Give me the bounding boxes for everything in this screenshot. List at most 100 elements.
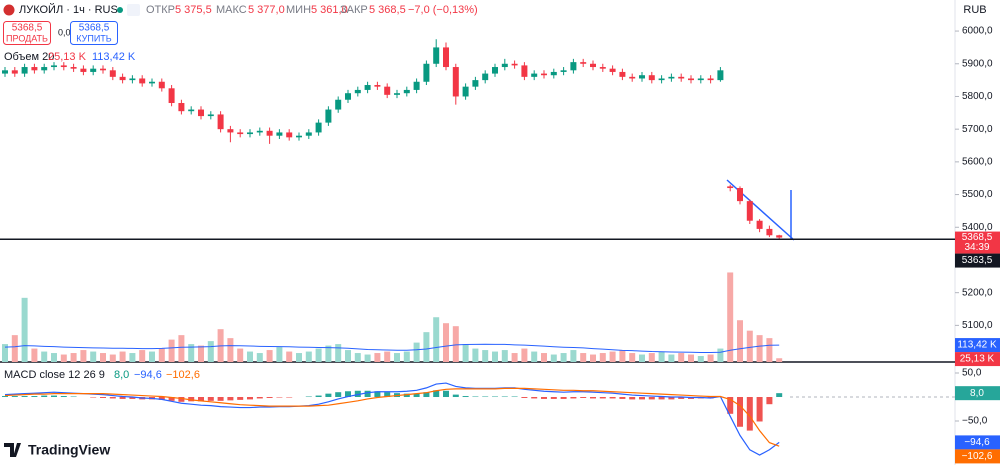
volume-bar (717, 348, 724, 362)
y-tick-label: 5800,0 (962, 91, 993, 102)
tradingview-logo: TradingView (4, 442, 110, 458)
candle-body (168, 88, 175, 104)
volume-ma-last: 113,42 K (92, 51, 136, 63)
candle-body (570, 62, 577, 71)
volume-bar (384, 351, 391, 362)
candle-body (139, 78, 146, 84)
candle-body (737, 188, 743, 202)
volume-bar (678, 353, 685, 362)
ohlc-label: МИН (286, 4, 311, 16)
volume-bar (590, 354, 596, 362)
candle-body (119, 76, 126, 81)
macd-histogram-bar (21, 396, 28, 398)
candle-body (413, 81, 420, 90)
macd-signal-tag-bg (955, 449, 1000, 464)
volume-bar (462, 344, 469, 362)
macd-line-last: −94,6 (134, 369, 162, 381)
macd-histogram-bar (423, 392, 430, 398)
logo-text: TradingView (28, 442, 110, 458)
last-price: 5368,5 (962, 232, 993, 243)
macd-signal-last: −102,6 (166, 369, 200, 381)
macd-line-tag: −94,6 (964, 437, 990, 448)
ohlc-label: ЗАКР (340, 4, 368, 16)
macd-histogram-bar (109, 397, 116, 399)
macd-histogram-bar (345, 391, 351, 398)
volume-bar (413, 342, 420, 362)
volume-bar (149, 351, 155, 362)
indicator-toggle[interactable] (127, 4, 140, 16)
volume-bar (629, 353, 636, 362)
volume-bar (227, 338, 234, 362)
macd-histogram-bar (433, 390, 440, 398)
volume-bar (345, 350, 351, 362)
macd-histogram-bar (452, 394, 459, 398)
candle-body (188, 109, 195, 112)
volume-bar (639, 354, 645, 362)
sell-label: ПРОДАТЬ (6, 33, 48, 43)
candle-body (511, 63, 518, 66)
volume-bar (482, 350, 489, 362)
buy-label: КУПИТЬ (76, 33, 111, 43)
volume-bar (619, 350, 626, 362)
candle-body (158, 81, 165, 89)
volume-bar (707, 354, 714, 362)
candle-body (590, 63, 596, 68)
buy-button[interactable]: 5368,5 КУПИТЬ (70, 21, 118, 45)
candle-body (207, 114, 214, 117)
macd-histogram-bar (11, 396, 18, 398)
candle-body (227, 129, 234, 133)
macd-histogram-bar (658, 397, 665, 400)
volume-bar (668, 354, 675, 362)
candle-body (80, 68, 87, 72)
macd-histogram-bar (570, 397, 577, 399)
volume-bar (354, 353, 361, 362)
volume-bar (756, 335, 763, 362)
candle-body (472, 80, 479, 87)
candle-body (305, 132, 312, 136)
candle-body (394, 93, 400, 95)
candle-body (198, 109, 204, 117)
macd-histogram-bar (531, 397, 538, 399)
candle-body (521, 65, 528, 77)
volume-bar (658, 351, 665, 362)
volume-bar (2, 344, 8, 362)
volume-bar (492, 351, 498, 362)
macd-histogram-bar (766, 397, 773, 405)
candle-body (599, 67, 606, 69)
price-line-tag-bg (955, 253, 1000, 268)
candle-body (325, 109, 332, 123)
macd-histogram-bar (413, 393, 420, 398)
candle-body (668, 76, 675, 79)
candle-body (443, 47, 449, 68)
candle-body (678, 76, 685, 79)
candle-body (756, 220, 763, 229)
volume-bar (266, 350, 273, 362)
candle-body (31, 67, 38, 71)
volume-bar (443, 323, 449, 362)
volume-bar (766, 338, 773, 362)
volume-bar (550, 354, 557, 362)
macd-histogram-bar (158, 397, 165, 400)
macd-histogram-bar (237, 397, 244, 400)
sell-button[interactable]: 5368,5 ПРОДАТЬ (3, 21, 51, 45)
volume-bar (737, 320, 743, 362)
macd-histogram-bar (550, 397, 557, 399)
macd-histogram-bar (648, 397, 655, 400)
candle-body (482, 73, 489, 81)
market-status (117, 7, 123, 13)
volume-tag-bg (955, 352, 1000, 367)
macd-signal-tag: −102,6 (962, 451, 993, 462)
candle-body (364, 85, 371, 90)
macd-histogram-bar (374, 391, 381, 398)
volume-bar (247, 351, 253, 362)
price-change: −7,0 (−0,13%) (408, 4, 478, 16)
candle-body (2, 70, 8, 74)
candle-body (129, 78, 136, 81)
candle-body (727, 186, 734, 189)
data-layer: 6000,0 5900,0 5800,0 5700,0 5600,0 5500,0 5400… (0, 26, 1000, 464)
candle-body (41, 67, 48, 71)
candle-body (492, 67, 498, 74)
spread: 0,0 (58, 27, 71, 37)
candle-body (345, 93, 351, 100)
